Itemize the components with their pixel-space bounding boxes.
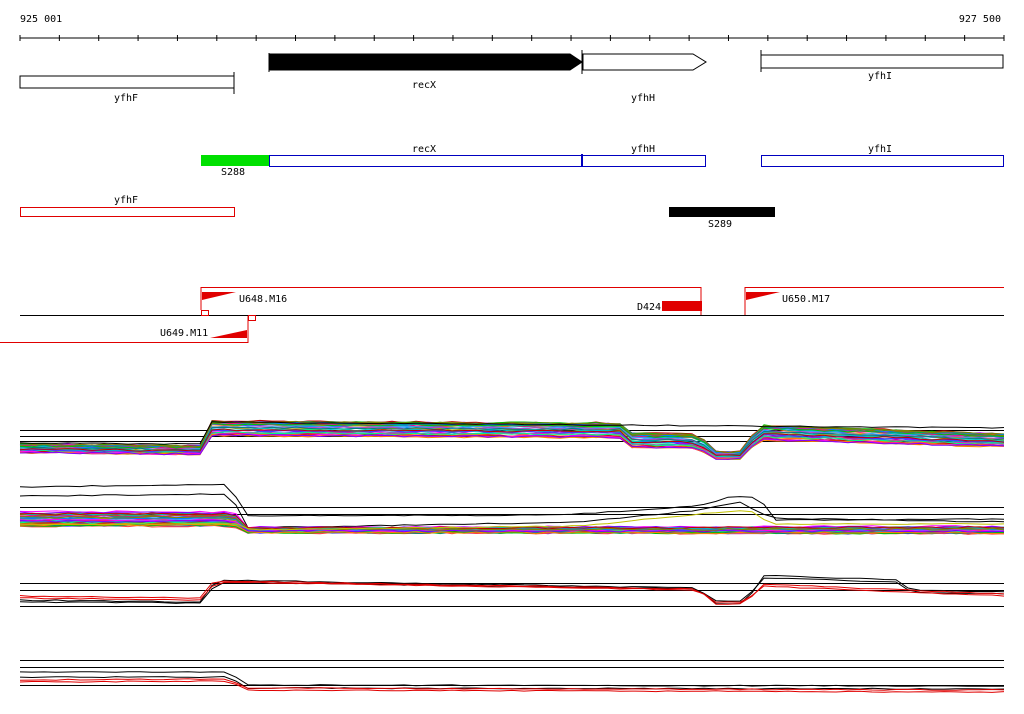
signal-trace — [19, 420, 1005, 454]
segment-label: yfhH — [631, 144, 655, 155]
segment-label: recX — [412, 144, 436, 155]
signal-trace — [19, 428, 1005, 457]
signal-trace — [20, 581, 1005, 603]
gene-yfhH[interactable]: yfhH — [581, 50, 707, 104]
feature-U650-M17[interactable]: U650.M17 — [744, 287, 1004, 316]
expression-panel-forward-tiling — [19, 419, 1005, 460]
segment-label: S289 — [708, 219, 732, 230]
gene-label: yfhH — [631, 93, 655, 104]
signal-trace — [19, 493, 1005, 529]
segment-S288[interactable]: S288 — [201, 155, 269, 178]
signal-trace — [19, 523, 1005, 535]
signal-trace — [19, 574, 1005, 605]
ruler-ticks — [19, 35, 1005, 41]
signal-trace — [19, 519, 1005, 533]
signal-trace — [19, 580, 1005, 605]
feature-label: U650.M17 — [782, 294, 830, 305]
segment-label: yfhF — [114, 195, 138, 206]
gene-yfhI[interactable]: yfhI — [760, 50, 1004, 82]
feature-U648-M16[interactable]: U648.M16 — [200, 287, 702, 316]
expression-panel-forward-rnaseq — [19, 574, 1005, 607]
feature-label: D424 — [637, 302, 661, 313]
feature-label: U649.M11 — [160, 328, 208, 339]
segment-label: S288 — [221, 167, 245, 178]
signal-trace — [19, 510, 1005, 531]
coordinate-ruler: 925 001 927 500 — [19, 14, 1005, 41]
segment-yfhI[interactable]: yfhI — [761, 144, 1004, 167]
signal-trace — [19, 433, 1005, 460]
gene-recX[interactable]: recX — [268, 53, 583, 91]
ruler-start-label: 925 001 — [20, 14, 62, 25]
segment-yfhF[interactable]: yfhF — [20, 195, 235, 217]
gene-yfhF[interactable]: yfhF — [19, 72, 235, 104]
signal-trace — [19, 680, 1005, 693]
gene-label: recX — [412, 80, 436, 91]
segment-yfhH[interactable]: yfhH — [581, 144, 706, 167]
signal-trace — [19, 512, 1005, 530]
regulatory-track: U648.M16 D424 U650.M17 U649.M11 — [0, 287, 1004, 343]
signal-trace — [19, 671, 1005, 687]
forward-segment-track: S288 recX yfhH yfhI — [201, 144, 1004, 178]
signal-trace — [19, 421, 1005, 445]
ruler-end-label: 927 500 — [959, 14, 1001, 25]
gene-annotation-track: yfhF recX yfhH yfhI — [19, 50, 1004, 104]
feature-label: U648.M16 — [239, 294, 287, 305]
segment-label: yfhI — [868, 144, 892, 155]
expression-panel-reverse-tiling — [19, 483, 1005, 535]
reverse-segment-track: yfhF S289 — [20, 195, 775, 230]
segment-S289[interactable]: S289 — [669, 207, 775, 230]
expression-panel-reverse-rnaseq — [19, 660, 1005, 693]
signal-trace — [19, 675, 1005, 690]
signal-trace — [19, 426, 1005, 456]
signal-trace — [19, 483, 1005, 521]
feature-D424[interactable]: D424 — [637, 301, 702, 313]
gene-label: yfhI — [868, 71, 892, 82]
signal-trace — [19, 515, 1005, 531]
gene-label: yfhF — [114, 93, 138, 104]
feature-U649-M11[interactable]: U649.M11 — [0, 315, 256, 343]
signal-trace — [19, 678, 1005, 691]
segment-recX[interactable]: recX — [269, 144, 582, 167]
